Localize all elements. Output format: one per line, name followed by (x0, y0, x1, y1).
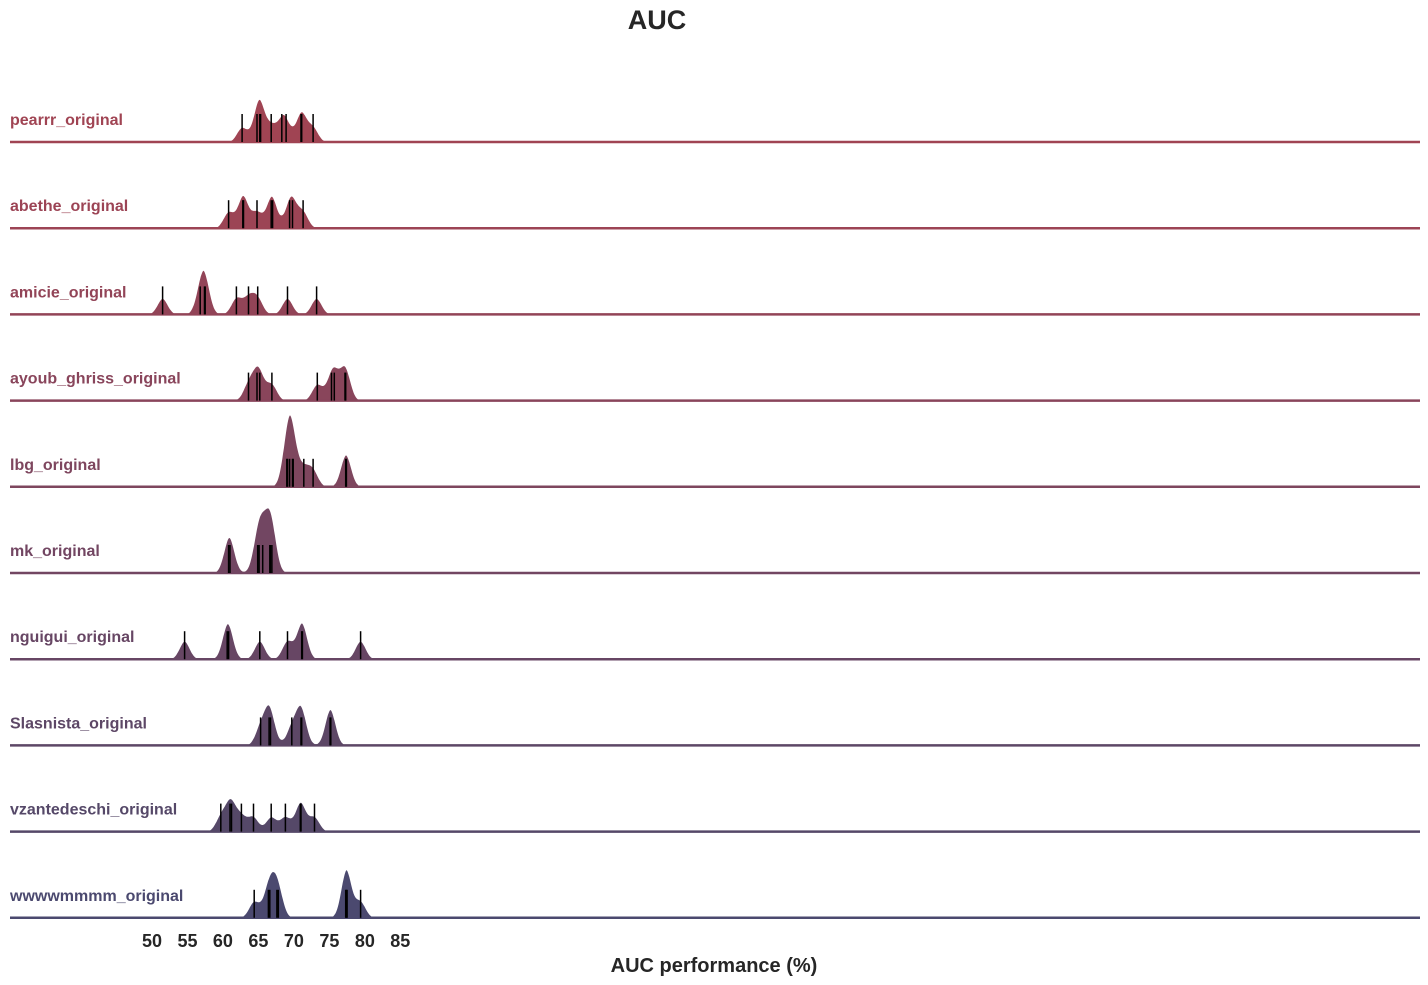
x-tick-label: 75 (319, 931, 339, 951)
series-label: vzantedeschi_original (10, 802, 177, 819)
ridge-lbg_original: lbg_original (10, 414, 1420, 489)
series-label: pearrr_original (10, 112, 123, 129)
series-label: mk_original (10, 543, 100, 560)
series-label: amicie_original (10, 284, 127, 301)
x-axis-label: AUC performance (%) (611, 955, 818, 977)
density-area (123, 507, 408, 574)
x-tick-label: 55 (177, 931, 197, 951)
density-area (123, 98, 408, 143)
series-label: Slasnista_original (10, 715, 147, 732)
series-label: wwwwmmmm_original (9, 888, 183, 905)
x-tick-label: 50 (142, 931, 162, 951)
ridges-group: pearrr_original abethe_original amicie_ori… (9, 98, 1420, 920)
ridge-vzantedeschi_original: vzantedeschi_original (10, 797, 1420, 833)
x-tick-label: 70 (284, 931, 304, 951)
ridge-abethe_original: abethe_original (10, 194, 1420, 230)
x-axis-ticks: 50 55 60 65 70 75 80 85 (142, 931, 410, 951)
ridge-amicie_original: amicie_original (10, 269, 1420, 316)
density-area (123, 194, 408, 229)
ridge-ayoub_ghriss_original: ayoub_ghriss_original (10, 364, 1420, 402)
density-area (123, 704, 408, 746)
x-tick-label: 85 (390, 931, 410, 951)
ridge-pearrr_original: pearrr_original (10, 98, 1420, 144)
x-tick-label: 65 (248, 931, 268, 951)
ridge-mk_original: mk_original (10, 507, 1420, 575)
density-area (123, 622, 408, 660)
density-area (123, 269, 408, 315)
density-area (123, 414, 408, 488)
series-label: abethe_original (10, 198, 128, 215)
x-tick-label: 60 (213, 931, 233, 951)
ridge-Slasnista_original: Slasnista_original (10, 704, 1420, 747)
x-tick-label: 80 (355, 931, 375, 951)
series-label: lbg_original (10, 457, 101, 474)
series-label: nguigui_original (10, 629, 134, 646)
ridge-nguigui_original: nguigui_original (10, 622, 1420, 661)
chart-title: AUC (628, 5, 687, 35)
series-label: ayoub_ghriss_original (10, 371, 181, 388)
ridge-wwwwmmmm_original: wwwwmmmm_original (9, 868, 1420, 920)
